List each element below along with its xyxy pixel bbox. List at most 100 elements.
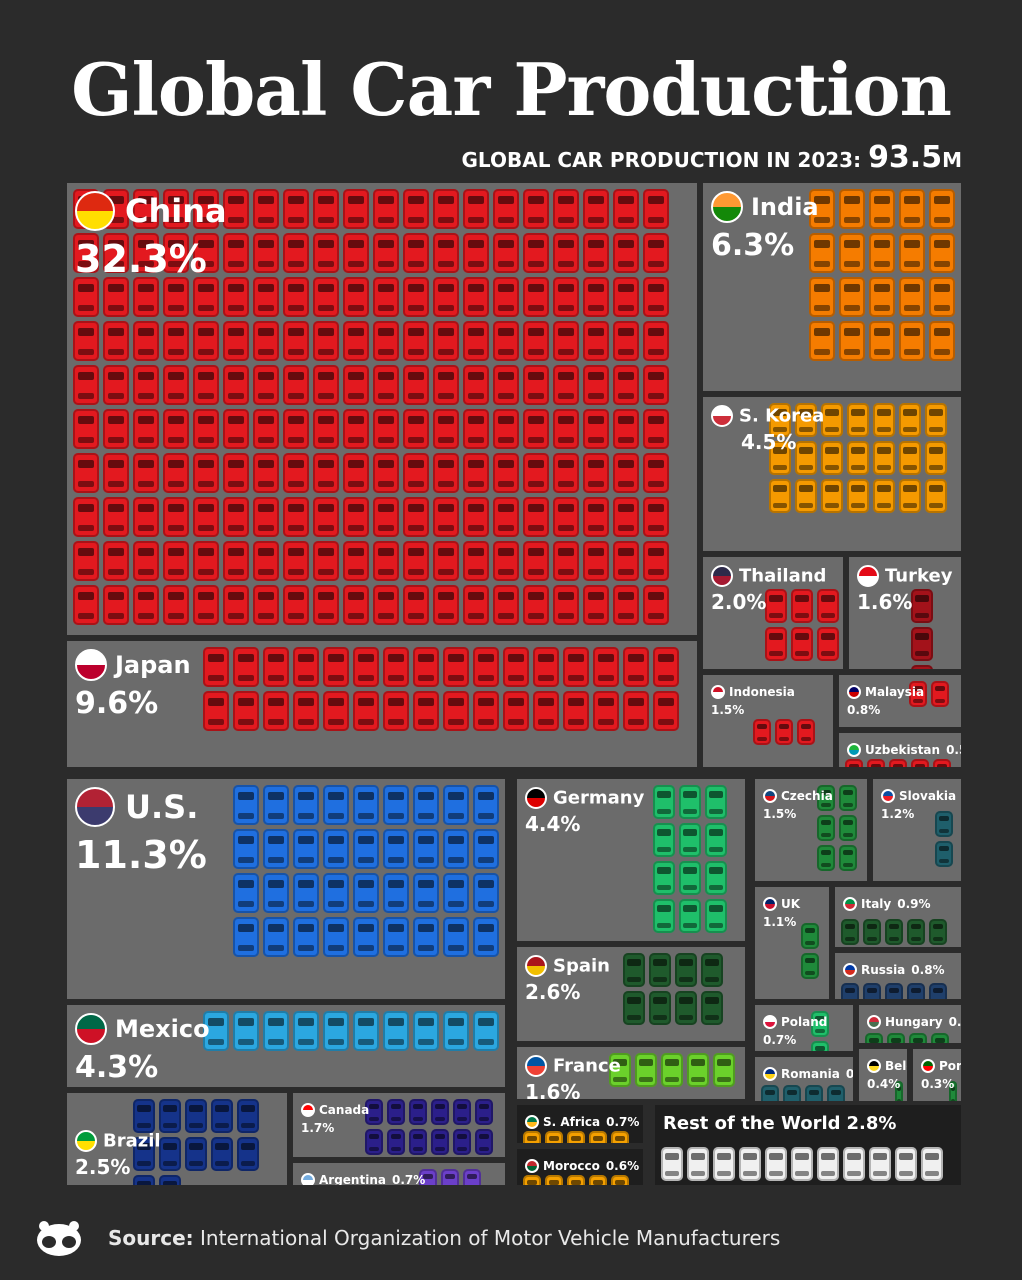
country-name: Rest of the World — [663, 1113, 841, 1134]
germany-flag-icon — [525, 787, 547, 809]
car-icon — [889, 759, 907, 767]
car-icon — [661, 1053, 683, 1087]
car-icon — [383, 917, 409, 957]
car-icon — [925, 403, 947, 437]
car-icon — [583, 321, 609, 361]
spain-flag-icon — [525, 955, 547, 977]
car-icon — [493, 541, 519, 581]
country-name: Russia — [861, 962, 906, 977]
car-icon — [809, 189, 835, 229]
car-icon — [193, 277, 219, 317]
car-icon — [873, 479, 895, 513]
share-percent: 0.6% — [605, 1158, 640, 1173]
car-icon — [907, 983, 925, 999]
car-icon — [133, 277, 159, 317]
car-icon — [163, 409, 189, 449]
car-icon — [313, 453, 339, 493]
chart-title: Global Car Production — [71, 47, 952, 132]
car-icon — [133, 497, 159, 537]
car-icon — [133, 321, 159, 361]
car-icon — [863, 919, 881, 945]
car-icon — [899, 479, 921, 513]
car-icon — [163, 321, 189, 361]
car-icon — [921, 1147, 943, 1181]
car-icon — [775, 719, 793, 745]
car-icon — [383, 829, 409, 869]
car-icon — [523, 233, 549, 273]
car-icon — [313, 541, 339, 581]
tile-russia: Russia 0.8% — [832, 950, 964, 1002]
label-s-africa: S. Africa 0.7% — [525, 1113, 639, 1131]
global-total: GLOBAL CAR PRODUCTION IN 2023: 93.5M — [462, 140, 962, 175]
car-icon — [679, 899, 701, 933]
car-icon — [383, 785, 409, 825]
car-icon — [827, 1085, 845, 1101]
car-icon — [567, 1175, 585, 1185]
car-icon — [493, 365, 519, 405]
car-grid-s-korea — [767, 401, 959, 549]
car-icon — [353, 873, 379, 913]
car-icon — [103, 321, 129, 361]
car-icon — [403, 585, 429, 625]
label-head-germany: Germany — [525, 787, 644, 809]
car-icon — [413, 917, 439, 957]
car-icon — [909, 1033, 927, 1043]
label-russia: Russia 0.8% — [843, 961, 945, 979]
car-icon — [237, 1099, 259, 1133]
car-icon — [523, 497, 549, 537]
car-icon — [353, 917, 379, 957]
car-icon — [103, 585, 129, 625]
car-icon — [133, 541, 159, 581]
car-icon — [343, 233, 369, 273]
car-icon — [643, 321, 669, 361]
car-icon — [869, 277, 895, 317]
car-icon — [661, 1147, 683, 1181]
romania-flag-icon — [763, 1066, 777, 1081]
car-icon — [403, 321, 429, 361]
country-name: Portugal — [939, 1058, 962, 1073]
tile-turkey: Turkey 1.6% — [846, 554, 964, 672]
car-icon — [433, 189, 459, 229]
car-icon — [545, 1175, 563, 1185]
car-icon — [795, 441, 817, 475]
car-icon — [419, 1169, 437, 1185]
car-icon — [433, 277, 459, 317]
car-icon — [463, 497, 489, 537]
car-icon — [263, 873, 289, 913]
share-percent: 2.0% — [711, 590, 767, 614]
tile-mexico: Mexico 4.3% — [64, 1002, 508, 1090]
car-grid-argentina — [417, 1167, 503, 1185]
share-percent: 1.2% — [881, 807, 915, 821]
car-icon — [623, 691, 649, 731]
car-icon — [403, 497, 429, 537]
label-hungary: Hungary 0.5% — [867, 1013, 961, 1031]
car-icon — [253, 541, 279, 581]
car-icon — [687, 1147, 709, 1181]
car-icon — [253, 585, 279, 625]
car-icon — [563, 691, 589, 731]
canada-flag-icon — [301, 1102, 315, 1117]
label-france: France 1.6% — [525, 1055, 621, 1099]
car-grid-malaysia — [907, 679, 959, 725]
car-icon — [283, 453, 309, 493]
global-total-label: GLOBAL CAR PRODUCTION IN 2023: — [461, 148, 862, 172]
source-text: International Organization of Motor Vehi… — [200, 1226, 781, 1250]
country-name: France — [553, 1055, 621, 1077]
russia-flag-icon — [843, 962, 857, 977]
car-icon — [233, 1011, 259, 1051]
share-percent: 11.3% — [75, 833, 207, 877]
car-icon — [163, 497, 189, 537]
country-name: Malaysia — [865, 684, 925, 699]
tile-poland: Poland 0.7% — [752, 1002, 856, 1054]
car-icon — [623, 991, 645, 1025]
label-head-slovakia: Slovakia — [881, 787, 956, 805]
car-icon — [553, 453, 579, 493]
car-icon — [583, 541, 609, 581]
car-icon — [583, 365, 609, 405]
car-icon — [817, 815, 835, 841]
label-head-russia: Russia 0.8% — [843, 961, 945, 979]
car-icon — [809, 277, 835, 317]
car-icon — [493, 409, 519, 449]
car-icon — [613, 409, 639, 449]
car-icon — [463, 321, 489, 361]
